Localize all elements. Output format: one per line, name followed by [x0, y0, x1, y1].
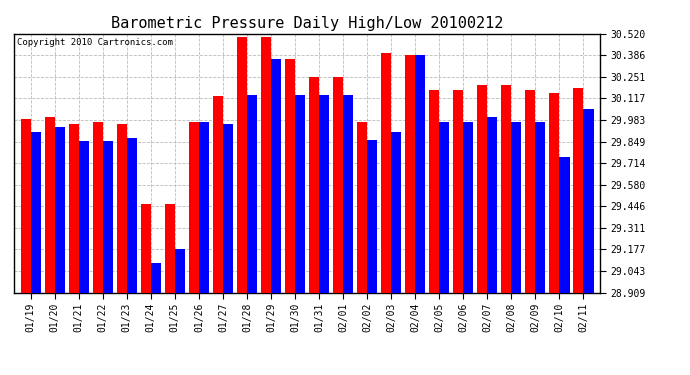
Bar: [535, 122, 546, 292]
Bar: [319, 95, 329, 292]
Bar: [21, 119, 30, 292]
Bar: [261, 37, 271, 292]
Bar: [487, 117, 497, 292]
Bar: [405, 55, 415, 292]
Bar: [285, 60, 295, 292]
Bar: [560, 158, 569, 292]
Bar: [45, 117, 55, 292]
Bar: [584, 109, 593, 292]
Bar: [343, 95, 353, 292]
Bar: [295, 95, 305, 292]
Bar: [213, 96, 223, 292]
Bar: [117, 124, 127, 292]
Bar: [511, 122, 522, 292]
Bar: [79, 141, 89, 292]
Bar: [381, 53, 391, 292]
Bar: [165, 204, 175, 292]
Bar: [367, 140, 377, 292]
Bar: [223, 124, 233, 292]
Bar: [453, 90, 463, 292]
Bar: [391, 132, 402, 292]
Bar: [271, 60, 281, 292]
Text: Copyright 2010 Cartronics.com: Copyright 2010 Cartronics.com: [17, 38, 172, 46]
Bar: [68, 124, 79, 292]
Bar: [175, 249, 185, 292]
Bar: [549, 93, 560, 292]
Bar: [429, 90, 440, 292]
Bar: [189, 122, 199, 292]
Bar: [30, 132, 41, 292]
Bar: [127, 138, 137, 292]
Bar: [463, 122, 473, 292]
Bar: [309, 77, 319, 292]
Bar: [477, 85, 487, 292]
Bar: [92, 122, 103, 292]
Bar: [199, 122, 209, 292]
Title: Barometric Pressure Daily High/Low 20100212: Barometric Pressure Daily High/Low 20100…: [111, 16, 503, 31]
Bar: [141, 204, 151, 292]
Bar: [151, 263, 161, 292]
Bar: [237, 37, 247, 292]
Bar: [247, 95, 257, 292]
Bar: [357, 122, 367, 292]
Bar: [440, 122, 449, 292]
Bar: [415, 55, 425, 292]
Bar: [573, 88, 584, 292]
Bar: [55, 127, 65, 292]
Bar: [333, 77, 343, 292]
Bar: [525, 90, 535, 292]
Bar: [103, 141, 113, 292]
Bar: [501, 85, 511, 292]
